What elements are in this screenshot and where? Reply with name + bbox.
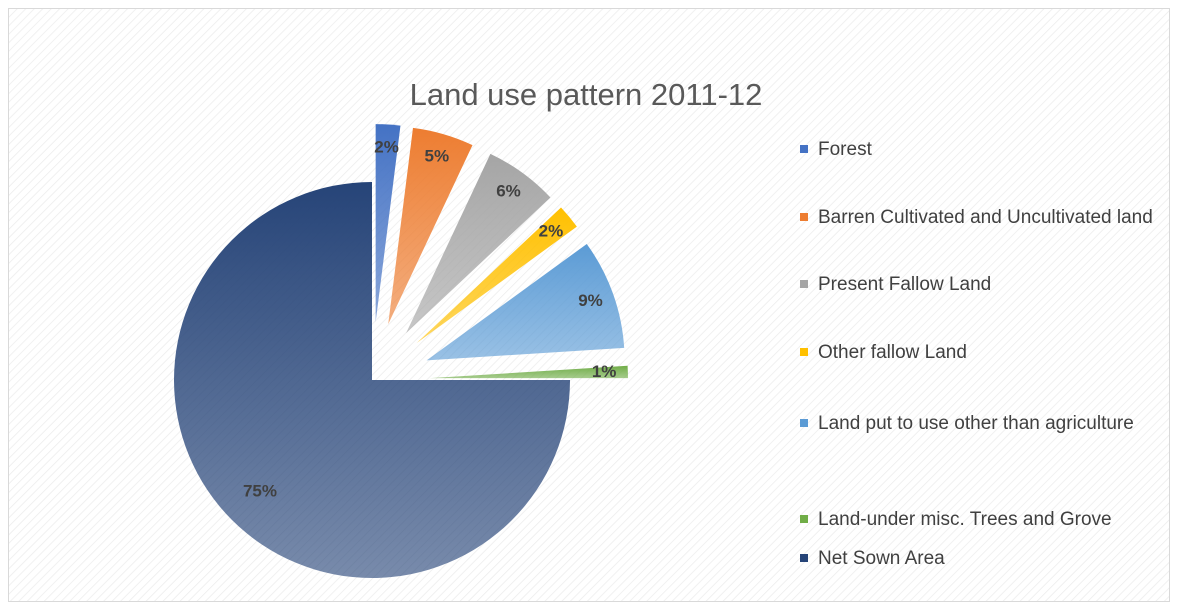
legend-label: Land put to use other than agriculture (818, 413, 1134, 434)
pie-slice (388, 127, 473, 325)
data-label: 6% (496, 182, 521, 201)
pie-slice (426, 243, 625, 361)
legend-label: Land-under misc. Trees and Grove (818, 509, 1112, 530)
data-label: 2% (374, 138, 399, 157)
data-label: 75% (243, 481, 277, 500)
pie-slice (429, 365, 628, 379)
data-label: 9% (578, 291, 603, 310)
legend-swatch (800, 419, 808, 427)
pie-slice (416, 207, 577, 344)
legend-swatch (800, 213, 808, 221)
data-label: 5% (425, 146, 450, 165)
pie-slice (174, 182, 570, 578)
legend-label: Net Sown Area (818, 548, 945, 569)
data-label: 2% (539, 221, 564, 240)
legend-swatch (800, 145, 808, 153)
pie-slice (375, 124, 401, 323)
legend-label: Forest (818, 139, 872, 160)
legend-item: Barren Cultivated and Uncultivated land (800, 204, 1170, 231)
legend-item: Present Fallow Land (800, 271, 1170, 298)
legend-label: Present Fallow Land (818, 274, 992, 295)
chart-title: Land use pattern 2011-12 (410, 77, 763, 112)
legend-label: Barren Cultivated and Uncultivated land (818, 207, 1153, 228)
legend-swatch (800, 515, 808, 523)
pie-slice (406, 153, 551, 334)
legend-swatch (800, 554, 808, 562)
legend-item: Other fallow Land (800, 339, 1170, 366)
legend-item: Net Sown Area (800, 545, 1170, 572)
legend-swatch (800, 348, 808, 356)
legend-swatch (800, 280, 808, 288)
data-label: 1% (592, 362, 617, 381)
legend-item: Land-under misc. Trees and Grove (800, 506, 1170, 533)
legend-item: Land put to use other than agriculture (800, 410, 1170, 437)
legend-label: Other fallow Land (818, 342, 967, 363)
legend-item: Forest (800, 136, 1170, 163)
